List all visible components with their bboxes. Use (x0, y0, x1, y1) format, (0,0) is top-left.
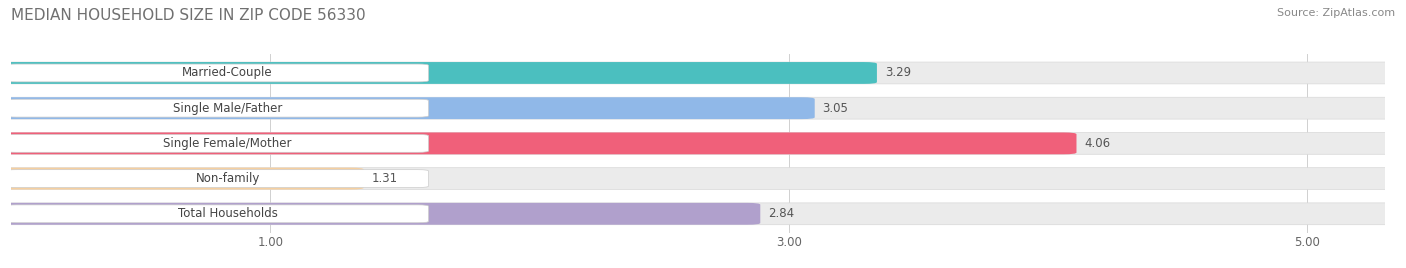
FancyBboxPatch shape (0, 203, 1398, 225)
Text: Married-Couple: Married-Couple (183, 66, 273, 80)
FancyBboxPatch shape (6, 64, 429, 82)
FancyBboxPatch shape (0, 62, 1398, 84)
FancyBboxPatch shape (0, 132, 1077, 154)
Text: 3.29: 3.29 (884, 66, 911, 80)
Text: Total Households: Total Households (177, 207, 277, 220)
Text: Single Male/Father: Single Male/Father (173, 102, 283, 115)
FancyBboxPatch shape (0, 168, 1398, 189)
Text: 3.05: 3.05 (823, 102, 848, 115)
Text: 1.31: 1.31 (371, 172, 398, 185)
Text: Source: ZipAtlas.com: Source: ZipAtlas.com (1277, 8, 1395, 18)
FancyBboxPatch shape (0, 203, 761, 225)
FancyBboxPatch shape (6, 99, 429, 117)
FancyBboxPatch shape (0, 97, 1398, 119)
FancyBboxPatch shape (0, 62, 877, 84)
Text: MEDIAN HOUSEHOLD SIZE IN ZIP CODE 56330: MEDIAN HOUSEHOLD SIZE IN ZIP CODE 56330 (11, 8, 366, 23)
Text: Single Female/Mother: Single Female/Mother (163, 137, 292, 150)
Text: Non-family: Non-family (195, 172, 260, 185)
FancyBboxPatch shape (0, 132, 1398, 154)
Text: 4.06: 4.06 (1084, 137, 1111, 150)
FancyBboxPatch shape (0, 97, 814, 119)
FancyBboxPatch shape (0, 168, 364, 189)
FancyBboxPatch shape (6, 205, 429, 223)
Text: 2.84: 2.84 (768, 207, 794, 220)
FancyBboxPatch shape (6, 170, 429, 188)
FancyBboxPatch shape (6, 135, 429, 152)
